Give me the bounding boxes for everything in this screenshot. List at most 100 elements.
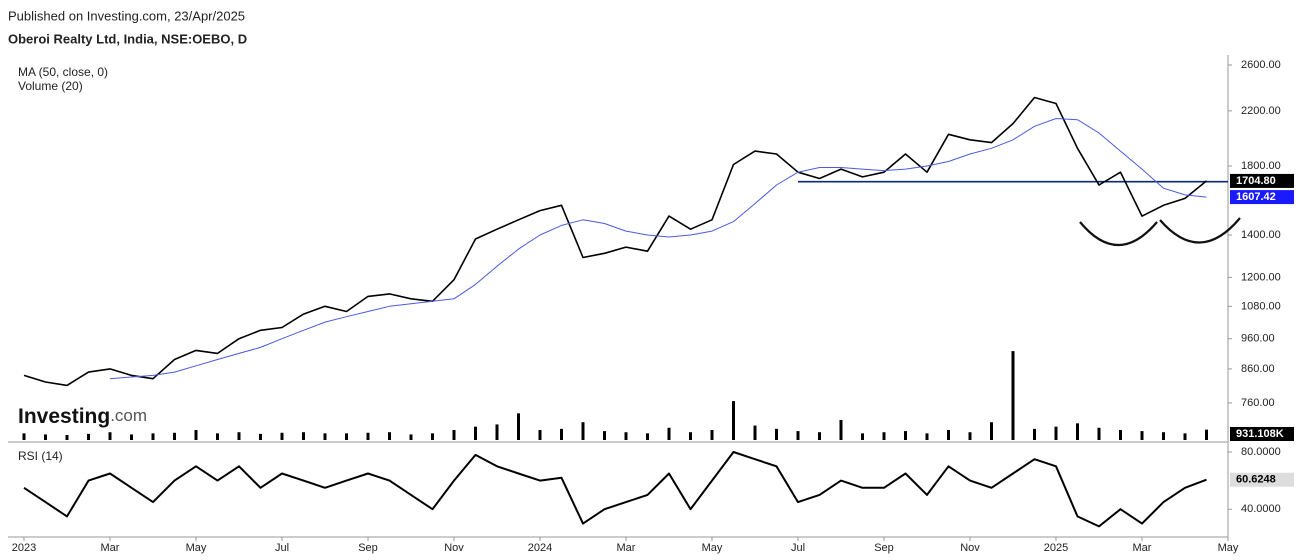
y-tick-label: 40.0000 [1241,503,1281,515]
x-tick-label: Sep [874,542,894,554]
value-label: 931.108K [1236,428,1284,440]
volume-bar [775,428,778,440]
volume-bar [839,420,843,440]
volume-bar [968,432,972,440]
volume-bar [431,433,434,440]
y-tick-label: 1400.00 [1241,229,1281,241]
volume-bar [108,432,112,440]
volume-bar [409,434,413,440]
indicator: MA (50, close, 0) [18,65,108,79]
volume-bar [818,432,821,440]
volume-bar [345,433,348,440]
volume-bar [259,433,262,440]
frame [8,55,1229,538]
volume-bar [882,432,886,440]
volume-bar [87,433,90,440]
shoulder-arc [1159,217,1241,244]
rsi-title: RSI (14) [18,449,63,463]
price-line [23,96,1208,387]
y-tick-label: 2600.00 [1241,59,1281,71]
y-tick-label: 760.00 [1241,397,1275,409]
volume-bar [796,431,800,440]
volume-bar [130,434,133,440]
volume-bar [216,433,219,440]
y-tick-label: 860.00 [1241,363,1275,375]
volume-bar [732,401,735,440]
volume-bar [560,428,563,440]
x-tick-label: Mar [101,542,120,554]
ma-line [109,118,1207,380]
y-tick-label: 960.00 [1241,333,1275,345]
volume-bar [44,434,47,440]
volume-bar [947,430,950,440]
volume-bar [237,432,241,440]
volume-bar [753,425,757,440]
volume-bar [474,426,477,440]
indicator: Volume (20) [18,79,83,93]
volume-bar [22,433,26,440]
x-tick-label: 2025 [1044,542,1068,554]
volume-bar [1076,423,1079,440]
x-tick-label: Jul [275,542,289,554]
x-tick-label: Jul [791,542,805,554]
pattern-drawing [1079,217,1241,246]
y-tick-label: 1200.00 [1241,271,1281,283]
x-tick-label: May [1218,542,1239,554]
x-tick-label: Mar [1133,542,1152,554]
volume-bar [904,431,907,440]
volume-bar [603,431,606,440]
volume-bar [495,424,499,440]
volume-bar [990,422,993,440]
rsi-line [23,451,1207,528]
value-box [1230,173,1294,188]
volume-bar [646,433,649,440]
x-tick-label: May [702,542,723,554]
x-tick-label: May [186,542,207,554]
volume-bar [1097,427,1101,440]
x-tick-label: Nov [960,542,980,554]
volume-bar [667,427,671,440]
volume-bar [1205,429,1208,440]
volume-bar [1054,426,1058,440]
volume-bar [624,432,628,440]
volume-bar [689,432,692,440]
logo: Investing.com [18,405,147,428]
volume-bar [323,433,327,440]
value-box [1230,472,1294,487]
volume-bar [194,430,198,440]
logo-suffix: .com [110,406,147,425]
volume-bar [538,430,542,440]
volume-bar [581,422,585,440]
y-tick-label: 1800.00 [1241,160,1281,172]
shoulder-arc [1079,221,1158,246]
volume-bar [1119,430,1122,440]
volume-bar [173,432,176,440]
y-tick-label: 2200.00 [1241,105,1281,117]
logo-main: Investing [18,405,110,428]
volume-bar [710,430,714,440]
value-label: 60.6248 [1236,474,1276,486]
volume-bar [1140,431,1144,440]
volume-bar [925,433,929,440]
volume-bar [388,432,391,440]
published: Published on Investing.com, 23/Apr/2025 [8,8,245,23]
volume-bar [1033,428,1036,440]
volume-bar [1011,351,1015,440]
x-tick-label: Mar [617,542,636,554]
x-tick-label: Nov [444,542,464,554]
value-box [1230,427,1294,441]
volume-bar [366,432,370,440]
x-tick-label: 2023 [12,542,36,554]
y-tick-label: 1080.00 [1241,300,1281,312]
value-label: 1704.80 [1236,175,1276,187]
x-tick-label: 2024 [528,542,552,554]
y-tick-label: 80.0000 [1241,446,1281,458]
volume-bar [861,433,864,440]
volume-bar [452,430,456,440]
value-label: 1607.42 [1236,191,1276,203]
volume-bar [1183,433,1187,440]
instrument: Oberoi Realty Ltd, India, NSE:OEBO, D [8,31,247,46]
volume-bar [280,432,284,440]
